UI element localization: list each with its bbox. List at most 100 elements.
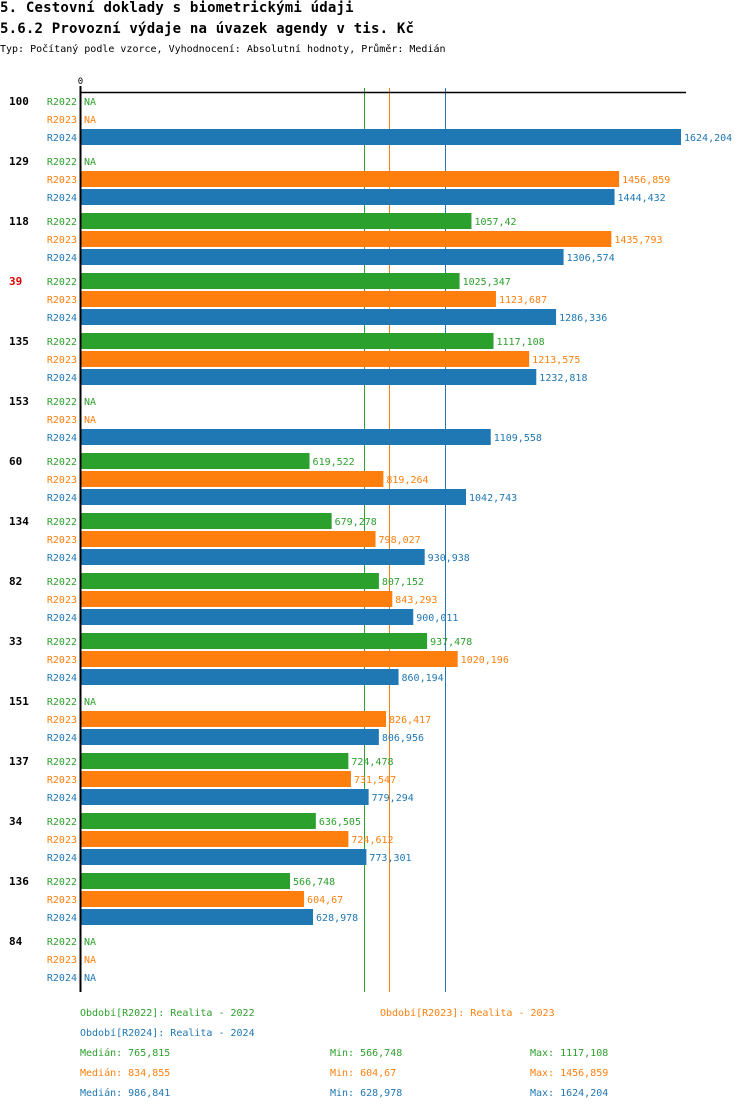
bar-r2023: [80, 651, 458, 667]
category-label: 118: [9, 215, 29, 228]
na-label: NA: [84, 115, 96, 126]
series-label: R2024: [47, 253, 77, 264]
value-label: 807,152: [382, 577, 424, 588]
na-label: NA: [84, 397, 96, 408]
bar-r2022: [80, 813, 316, 829]
series-label: R2022: [47, 877, 77, 888]
series-label: R2023: [47, 595, 77, 606]
category-label: 39: [9, 275, 22, 288]
legend-max-r2023: Max: 1456,859: [530, 1068, 609, 1079]
legend-min-r2022: Min: 566,748: [330, 1048, 403, 1059]
bar-r2022: [80, 573, 379, 589]
value-label: 1109,558: [494, 433, 542, 444]
value-label: 1286,336: [559, 313, 607, 324]
value-label: 1624,204: [684, 133, 732, 144]
series-label: R2022: [47, 277, 77, 288]
bar-r2023: [80, 831, 349, 847]
bar-r2024: [80, 249, 564, 265]
series-label: R2024: [47, 973, 77, 984]
value-label: 1435,793: [614, 235, 662, 246]
category-label: 153: [9, 395, 29, 408]
bar-r2023: [80, 351, 530, 367]
value-label: 1057,42: [474, 217, 516, 228]
series-label: R2024: [47, 553, 77, 564]
bar-r2022: [80, 513, 332, 529]
series-label: R2023: [47, 115, 77, 126]
value-label: 566,748: [293, 877, 335, 888]
na-label: NA: [84, 415, 96, 426]
na-label: NA: [84, 697, 96, 708]
bar-r2022: [80, 633, 428, 649]
series-label: R2024: [47, 373, 77, 384]
bar-r2023: [80, 171, 620, 187]
value-label: 900,011: [416, 613, 458, 624]
series-label: R2024: [47, 613, 77, 624]
series-label: R2024: [47, 133, 77, 144]
bar-r2022: [80, 453, 310, 469]
legend-median-r2024: Medián: 986,841: [80, 1088, 171, 1099]
bar-r2023: [80, 471, 384, 487]
bar-r2024: [80, 369, 537, 385]
series-label: R2022: [47, 217, 77, 228]
value-label: 1456,859: [622, 175, 670, 186]
series-label: R2023: [47, 415, 77, 426]
bar-r2023: [80, 891, 305, 907]
bar-r2024: [80, 189, 615, 205]
series-label: R2022: [47, 697, 77, 708]
bar-r2024: [80, 489, 467, 505]
series-label: R2022: [47, 577, 77, 588]
series-label: R2022: [47, 517, 77, 528]
value-label: 806,956: [382, 733, 424, 744]
bar-r2022: [80, 273, 460, 289]
series-label: R2023: [47, 715, 77, 726]
legend-max-r2024: Max: 1624,204: [530, 1088, 609, 1099]
series-label: R2024: [47, 673, 77, 684]
bar-r2023: [80, 231, 612, 247]
legend-period-r2022: Období[R2022]: Realita - 2022: [80, 1008, 255, 1019]
legend-min-r2024: Min: 628,978: [330, 1088, 403, 1099]
bar-r2024: [80, 849, 367, 865]
legend-period-r2024: Období[R2024]: Realita - 2024: [80, 1028, 255, 1039]
series-label: R2023: [47, 475, 77, 486]
bar-r2024: [80, 609, 414, 625]
series-label: R2022: [47, 337, 77, 348]
chart-section-title: 5. Cestovní doklady s biometrickými údaj…: [0, 0, 354, 16]
category-label: 33: [9, 635, 22, 648]
bar-r2022: [80, 333, 494, 349]
series-label: R2023: [47, 835, 77, 846]
category-label: 82: [9, 575, 22, 588]
chart-meta: Typ: Počítaný podle vzorce, Vyhodnocení:…: [0, 44, 446, 55]
value-label: 636,505: [319, 817, 361, 828]
value-label: 724,612: [351, 835, 393, 846]
value-label: 860,194: [402, 673, 444, 684]
category-label: 135: [9, 335, 29, 348]
na-label: NA: [84, 937, 96, 948]
series-label: R2022: [47, 97, 77, 108]
series-label: R2022: [47, 157, 77, 168]
value-label: 930,938: [428, 553, 470, 564]
bar-r2024: [80, 429, 491, 445]
axes: 0: [78, 77, 686, 992]
bar-chart: 100 R2022 NA R2023 NA R2024 1624,204 129 R2022 NA…: [9, 77, 732, 992]
bar-r2022: [80, 213, 472, 229]
value-label: 1042,743: [469, 493, 517, 504]
value-label: 843,293: [395, 595, 437, 606]
legend-period-r2023: Období[R2023]: Realita - 2023: [380, 1008, 555, 1019]
category-label: 137: [9, 755, 29, 768]
series-label: R2024: [47, 733, 77, 744]
bar-r2024: [80, 309, 557, 325]
legend-median-r2022: Medián: 765,815: [80, 1048, 171, 1059]
category-label: 60: [9, 455, 22, 468]
bar-r2024: [80, 729, 379, 745]
value-label: 1020,196: [461, 655, 509, 666]
category-label: 151: [9, 695, 29, 708]
series-label: R2023: [47, 235, 77, 246]
bar-r2023: [80, 591, 393, 607]
bar-r2024: [80, 789, 369, 805]
category-label: 84: [9, 935, 23, 948]
series-label: R2023: [47, 535, 77, 546]
bar-r2024: [80, 129, 681, 145]
series-label: R2023: [47, 655, 77, 666]
category-label: 129: [9, 155, 29, 168]
value-label: 679,278: [335, 517, 377, 528]
